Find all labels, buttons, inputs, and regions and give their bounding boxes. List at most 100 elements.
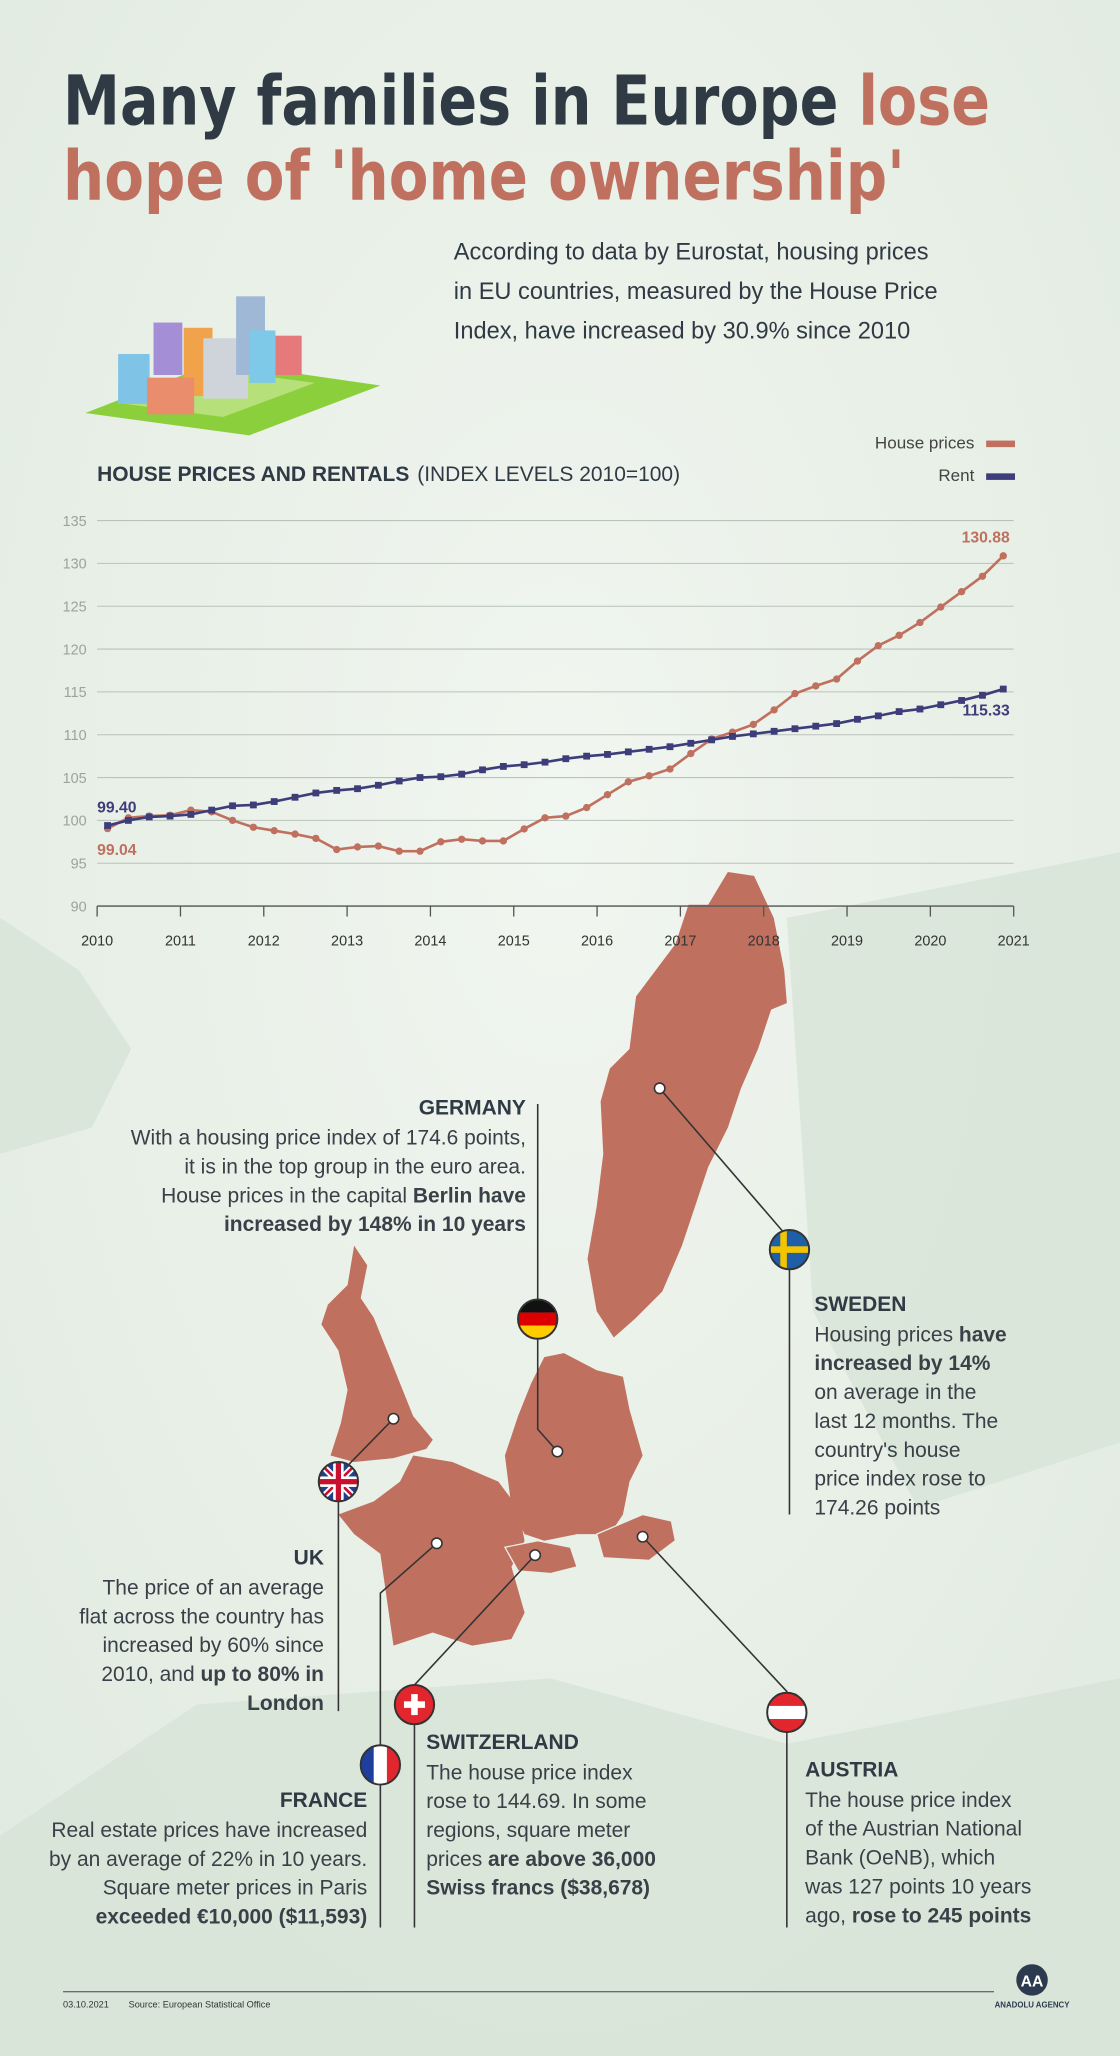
note-line: rose to 144.69. In some xyxy=(426,1790,646,1813)
note-text: Swiss francs ($38,678) xyxy=(426,1877,650,1900)
note-text: 174.26 points xyxy=(814,1496,940,1519)
point xyxy=(478,837,487,845)
point xyxy=(374,842,383,850)
flag-germany xyxy=(517,1298,559,1340)
note-line: 174.26 points xyxy=(814,1496,940,1519)
point xyxy=(166,812,174,820)
headline-part: Many families in Europe xyxy=(63,63,858,142)
note-line: ago, rose to 245 points xyxy=(805,1904,1031,1927)
point xyxy=(770,727,778,735)
point xyxy=(437,773,445,781)
legend-label: Rent xyxy=(938,466,974,485)
note-text: have xyxy=(959,1323,1007,1346)
note-text: The house price index xyxy=(426,1761,633,1784)
point xyxy=(124,816,132,824)
point xyxy=(937,701,945,709)
point xyxy=(416,774,424,781)
point xyxy=(187,810,195,818)
note-text: on average in the xyxy=(814,1381,976,1404)
logo-text: ANADOLU AGENCY xyxy=(995,2000,1071,2009)
legend-swatch xyxy=(986,473,1015,480)
note-text: Real estate prices have increased xyxy=(51,1819,367,1842)
point xyxy=(666,765,674,773)
note-text: Square meter prices in Paris xyxy=(103,1877,368,1900)
point xyxy=(562,755,570,763)
point xyxy=(916,705,924,713)
point xyxy=(458,770,466,778)
point xyxy=(624,748,632,756)
point xyxy=(853,657,862,665)
y-tick-label: 100 xyxy=(63,814,87,830)
point xyxy=(333,845,341,854)
x-tick-label: 2012 xyxy=(248,933,280,949)
note-line: Housing prices have xyxy=(814,1323,1006,1346)
note-text: Bank (OeNB), which xyxy=(805,1847,995,1870)
note-title: SWEDEN xyxy=(814,1293,906,1316)
point xyxy=(645,745,653,753)
point xyxy=(291,830,299,838)
point xyxy=(749,730,757,738)
note-text: flat across the country has xyxy=(79,1605,324,1628)
point xyxy=(957,587,966,596)
note-line: by an average of 22% in 10 years. xyxy=(49,1848,367,1871)
x-tick-label: 2014 xyxy=(414,933,446,949)
point xyxy=(520,825,528,833)
x-tick-label: 2010 xyxy=(81,933,113,949)
flag-switzerland xyxy=(393,1683,436,1726)
point xyxy=(999,685,1007,693)
note-line: Square meter prices in Paris xyxy=(103,1877,368,1900)
y-tick-label: 90 xyxy=(71,899,87,915)
y-tick-label: 115 xyxy=(64,685,87,701)
series-line xyxy=(107,687,1004,827)
point xyxy=(145,813,153,821)
y-tick-label: 130 xyxy=(63,557,87,573)
point xyxy=(228,816,237,825)
legend-label: House prices xyxy=(875,433,974,452)
note-text: With a housing price index of 174.6 poin… xyxy=(131,1127,526,1150)
x-tick-label: 2016 xyxy=(581,933,613,949)
note-text: are above 36,000 xyxy=(488,1848,656,1871)
point xyxy=(603,791,612,799)
point xyxy=(562,812,570,820)
uk xyxy=(321,1245,433,1463)
point xyxy=(832,675,841,683)
note-title: SWITZERLAND xyxy=(426,1731,579,1754)
note-line: flat across the country has xyxy=(79,1605,324,1628)
note-line: London xyxy=(247,1692,324,1715)
highlighted-countries xyxy=(321,871,787,1646)
flag-austria xyxy=(766,1691,808,1734)
y-tick-label: 120 xyxy=(63,642,87,658)
headline-part: lose xyxy=(858,63,990,142)
switzerland xyxy=(503,1540,578,1575)
point xyxy=(208,806,216,814)
footer-date: 03.10.2021 xyxy=(63,1999,109,2009)
point xyxy=(104,822,111,829)
point xyxy=(229,802,236,810)
x-tick-label: 2019 xyxy=(831,933,863,949)
point xyxy=(479,766,486,774)
x-tick-label: 2011 xyxy=(165,933,196,949)
note-line: House prices in the capital Berlin have xyxy=(161,1184,526,1207)
intro-text: Index, have increased by 30.9% since 201… xyxy=(454,318,910,344)
note-text: by an average of 22% in 10 years. xyxy=(49,1848,367,1871)
note-line: prices are above 36,000 xyxy=(426,1848,656,1871)
note-text: increased by 148% in 10 years xyxy=(224,1213,526,1236)
point xyxy=(270,826,278,835)
point xyxy=(958,697,966,704)
y-tick-label: 110 xyxy=(64,728,87,744)
x-tick-label: 2021 xyxy=(998,933,1030,949)
x-tick-label: 2015 xyxy=(498,933,530,949)
point xyxy=(666,743,674,751)
note-title: AUSTRIA xyxy=(805,1759,898,1782)
note-line: Bank (OeNB), which xyxy=(805,1847,995,1870)
x-tick-label: 2020 xyxy=(914,933,946,949)
note-line: was 127 points 10 years xyxy=(804,1875,1031,1898)
note-text: ago, xyxy=(805,1904,852,1927)
point xyxy=(687,749,695,758)
point xyxy=(333,786,341,794)
note-line: increased by 14% xyxy=(814,1352,990,1375)
point xyxy=(499,763,507,770)
headline: hope of 'home ownership' xyxy=(63,137,905,216)
map-land xyxy=(0,852,1120,2056)
